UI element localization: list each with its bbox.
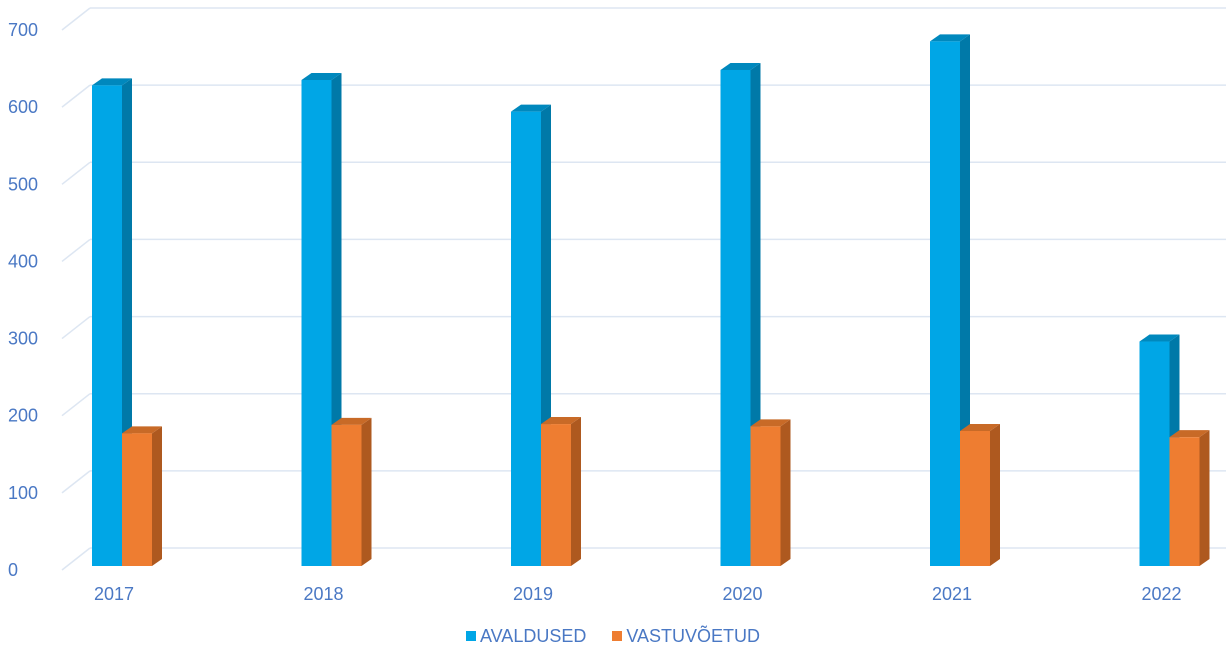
y-tick-label: 500 bbox=[8, 174, 38, 194]
bar-top bbox=[511, 104, 551, 112]
legend-item-vastuvoetud: VASTUVÕETUD bbox=[612, 626, 760, 646]
bar-top bbox=[960, 424, 1000, 431]
gridline-diagonal bbox=[61, 547, 91, 571]
x-tick-label: 2022 bbox=[1141, 584, 1181, 604]
gridline-diagonal bbox=[61, 84, 91, 108]
bar-top bbox=[541, 417, 581, 425]
gridline-diagonal bbox=[61, 7, 91, 31]
y-tick-label: 100 bbox=[8, 483, 38, 503]
gridline-diagonal bbox=[61, 161, 91, 185]
x-tick-label: 2018 bbox=[303, 584, 343, 604]
x-axis-ticks: 2017 2018 2019 2020 2021 2022 bbox=[94, 584, 1182, 604]
legend-swatch-vastuvoetud bbox=[612, 631, 623, 641]
bar-front bbox=[1139, 341, 1170, 566]
bar-front bbox=[92, 85, 122, 567]
bar-vastuvoetud-2021 bbox=[960, 424, 1000, 566]
bar-top bbox=[301, 73, 342, 80]
bar-top bbox=[92, 78, 132, 86]
bar-side bbox=[990, 424, 1000, 566]
bar-front bbox=[541, 424, 571, 566]
bar-front bbox=[750, 426, 781, 566]
bar-front bbox=[960, 431, 990, 566]
bar-vastuvoetud-2019 bbox=[541, 417, 581, 566]
bar-top bbox=[331, 417, 372, 425]
x-tick-label: 2017 bbox=[94, 584, 134, 604]
x-tick-label: 2021 bbox=[932, 584, 972, 604]
gridline-diagonal bbox=[61, 393, 91, 417]
gridline-diagonal bbox=[61, 315, 91, 340]
x-tick-label: 2020 bbox=[722, 584, 762, 604]
bar-side bbox=[780, 419, 791, 566]
bar-avaldused-2019 bbox=[511, 104, 551, 566]
legend-swatch-avaldused bbox=[465, 631, 476, 641]
bar-front bbox=[301, 80, 332, 566]
bar-vastuvoetud-2018 bbox=[331, 417, 372, 566]
legend-label-avaldused: AVALDUSED bbox=[479, 626, 587, 646]
bar-side bbox=[152, 426, 162, 566]
bar-top bbox=[720, 62, 761, 70]
bar-front bbox=[1169, 437, 1200, 566]
bar-side bbox=[361, 417, 372, 566]
bar-top bbox=[750, 419, 791, 427]
bar-top bbox=[1139, 334, 1180, 342]
bar-avaldused-2017 bbox=[92, 78, 132, 567]
x-tick-label: 2019 bbox=[513, 584, 553, 604]
bar-side bbox=[1199, 430, 1210, 566]
bar-top bbox=[122, 426, 162, 434]
y-tick-label: 300 bbox=[8, 329, 38, 349]
bars bbox=[92, 34, 1210, 567]
bar-vastuvoetud-2017 bbox=[122, 426, 162, 566]
legend: AVALDUSED VASTUVÕETUD bbox=[0, 626, 1226, 646]
legend-item-avaldused: AVALDUSED bbox=[465, 626, 587, 646]
y-tick-label: 0 bbox=[8, 560, 18, 580]
bar-top bbox=[930, 34, 970, 42]
bar-front bbox=[122, 433, 152, 566]
gridline-diagonal bbox=[61, 470, 91, 494]
y-tick-label: 400 bbox=[8, 251, 38, 271]
bar-front bbox=[720, 69, 751, 566]
gridlines bbox=[61, 7, 1226, 571]
y-tick-label: 200 bbox=[8, 406, 38, 426]
y-tick-label: 600 bbox=[8, 97, 38, 117]
y-axis-ticks: 0 100 200 300 400 500 600 700 bbox=[8, 20, 38, 580]
gridline-diagonal bbox=[61, 238, 91, 263]
bar-vastuvoetud-2022 bbox=[1169, 430, 1210, 566]
bar-side bbox=[571, 417, 581, 566]
bar-front bbox=[331, 424, 362, 566]
bar-top bbox=[1169, 430, 1210, 438]
bar-front bbox=[930, 41, 960, 566]
legend-label-vastuvoetud: VASTUVÕETUD bbox=[626, 626, 761, 646]
bar-vastuvoetud-2020 bbox=[750, 419, 791, 566]
y-tick-label: 700 bbox=[8, 20, 38, 40]
bar-front bbox=[511, 111, 541, 566]
